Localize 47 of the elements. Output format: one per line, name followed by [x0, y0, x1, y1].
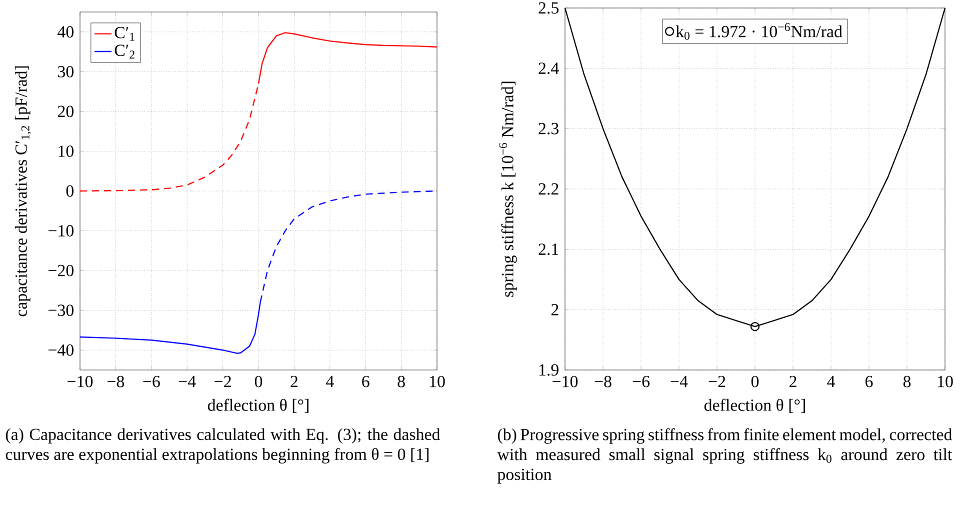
x-tick-label: 0 — [751, 376, 759, 388]
x-tick-label: 8 — [398, 376, 405, 388]
x-tick-label: −8 — [594, 376, 612, 388]
legend-label: k$_{0}$ = 1.972 · 10$^{−6}$Nm/rad — [676, 23, 842, 40]
y-tick-label: 2.2 — [538, 183, 558, 195]
y-tick-label: −20 — [48, 264, 74, 276]
x-tick-label: 4 — [326, 376, 334, 387]
y-tick-label: −40 — [48, 344, 74, 356]
x-tick-label: 4 — [827, 376, 835, 387]
x-tick-label: −2 — [214, 376, 231, 388]
x-tick-label: 2 — [790, 376, 796, 388]
x-tick-label: −10 — [68, 376, 93, 388]
x-tick-label: −6 — [632, 376, 650, 388]
x-tick-label: −4 — [670, 376, 688, 387]
x-tick-label: 8 — [903, 376, 911, 388]
x-axis-title: deflection θ [°] — [704, 398, 805, 413]
x-tick-label: 0 — [254, 376, 262, 388]
y-tick-label: 1.9 — [539, 364, 558, 376]
x-tick-label: −2 — [708, 376, 726, 388]
x-tick-label: −6 — [143, 376, 160, 388]
x-tick-label: −8 — [108, 376, 124, 388]
x-tick-label: 10 — [938, 376, 953, 388]
y-axis-title: spring stiffness k [10$^{−6}$ Nm/rad] — [499, 82, 517, 297]
y-tick-label: 20 — [58, 106, 74, 118]
x-tick-label: 6 — [362, 376, 370, 388]
x-tick-label: 2 — [290, 376, 298, 388]
x-axis-title: deflection θ [°] — [208, 398, 308, 413]
x-tick-label: 10 — [430, 376, 445, 388]
y-tick-label: 2.4 — [538, 62, 559, 74]
x-tick-label: −10 — [552, 376, 578, 388]
text: (a) Capacitance derivatives calculated with Eq. (3); the dashed curves are exponential extrapolations beginning from θ = 0 [1] — [6, 428, 440, 464]
y-tick-label: 2.5 — [538, 2, 559, 14]
y-tick-label: 2.1 — [538, 244, 558, 256]
y-tick-label: −30 — [48, 304, 74, 316]
legend-label: C′$_{1}$ — [114, 26, 134, 41]
legend-label: C′$_{2}$ — [114, 44, 134, 58]
y-tick-label: 2 — [551, 304, 558, 316]
y-tick-label: 40 — [58, 26, 74, 38]
y-tick-label: 2.3 — [538, 122, 559, 134]
y-tick-label: 30 — [58, 66, 74, 78]
text: (b) Progressive spring stiffness from finite element model, corrected with measured small signal spring stiffness k$_{0}$ around zero tilt position — [497, 428, 952, 484]
y-tick-label: −10 — [48, 225, 74, 236]
x-tick-label: −4 — [178, 376, 196, 387]
y-tick-label: 0 — [66, 185, 74, 197]
y-axis-title: capacitance derivatives C′$_{1,2}$ [pF/rad] — [14, 66, 32, 316]
x-tick-label: 6 — [866, 376, 873, 388]
y-tick-label: 10 — [58, 146, 74, 157]
